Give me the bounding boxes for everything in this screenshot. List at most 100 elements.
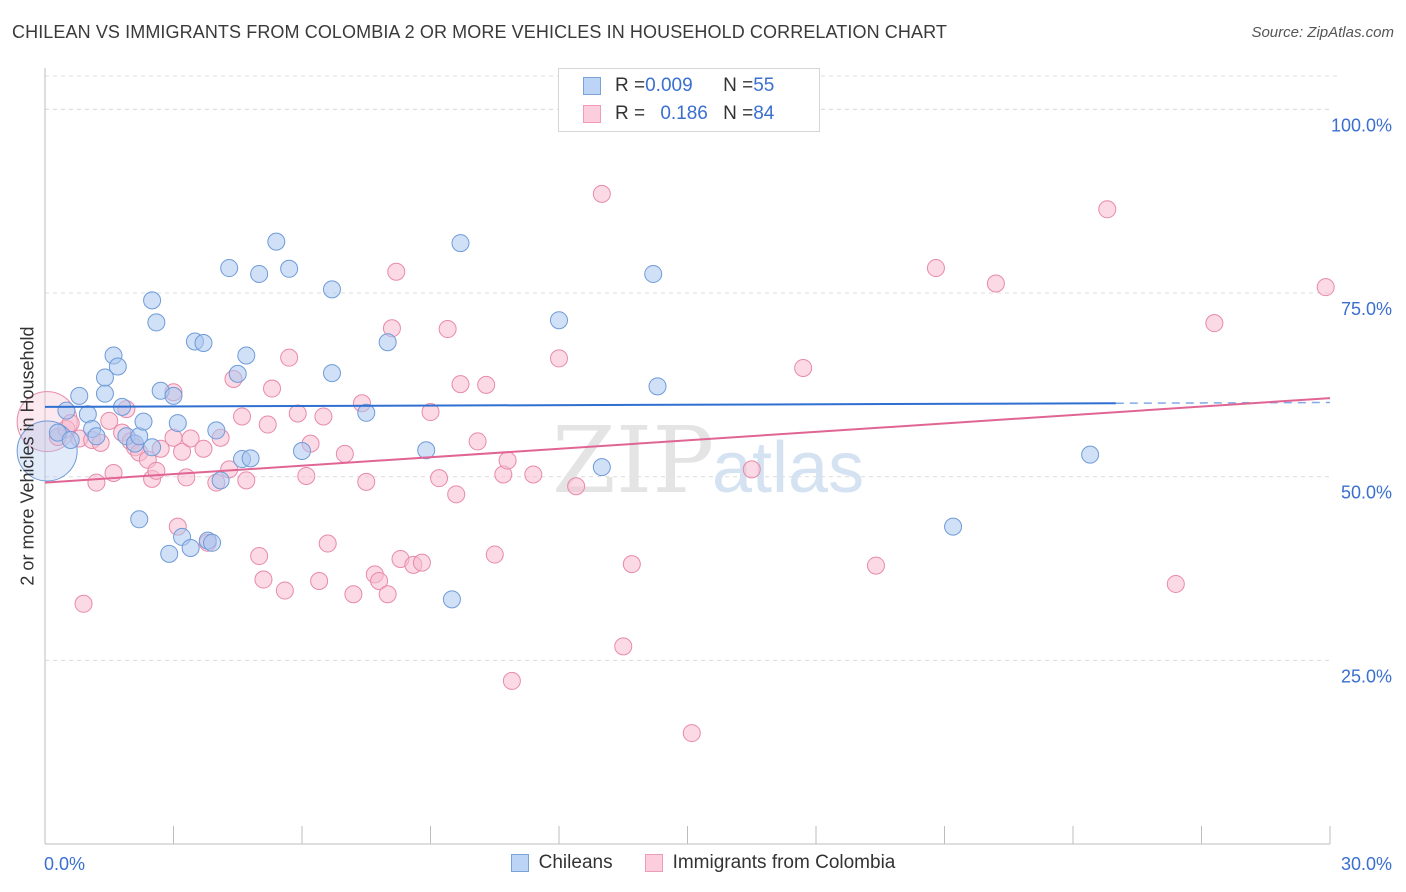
colombia-point (177, 468, 196, 487)
watermark-zip: ZIP (552, 407, 714, 514)
colombia-point (682, 724, 701, 743)
colombia-trend-line (44, 397, 1331, 484)
colombia-point (622, 555, 641, 574)
chileans-point (160, 544, 179, 563)
colombia-point (485, 545, 504, 564)
chileans-point (357, 403, 376, 422)
colombia-point (438, 320, 457, 339)
y-tick-labels: 25.0% 50.0% 75.0% 100.0% (1331, 115, 1392, 686)
colombia-point (173, 442, 192, 461)
colombia-point (1166, 574, 1185, 593)
n-label: N = (723, 103, 754, 124)
chileans-points (16, 232, 1100, 609)
colombia-point (430, 469, 449, 488)
n-value: 84 (753, 103, 775, 124)
stats-box: R = 0.009 N = 55 R = 0.186 N = 84 (558, 68, 820, 132)
y-tick-label: 50.0% (1341, 483, 1392, 503)
colombia-point (87, 473, 106, 492)
colombia-point (297, 466, 316, 485)
colombia-point (181, 429, 200, 448)
chileans-point (207, 421, 226, 440)
chileans-point (944, 517, 963, 536)
r-value: 0.009 (645, 75, 693, 96)
chileans-point (293, 441, 311, 460)
colombia-point (502, 671, 521, 690)
colombia-point (254, 570, 273, 589)
colombia-point (447, 485, 466, 504)
colombia-point (258, 415, 277, 434)
chileans-point (130, 510, 149, 529)
colombia-point (74, 594, 93, 613)
chileans-point (95, 384, 114, 403)
colombia-point (794, 358, 813, 377)
source-label: Source: ZipAtlas.com (1251, 24, 1394, 41)
legend-item-colombia[interactable]: Immigrants from Colombia (644, 852, 896, 874)
colombia-point (275, 581, 294, 600)
colombia-point (451, 375, 470, 394)
chileans-trend-extension (1115, 401, 1331, 404)
colombia-point (344, 585, 363, 604)
stats-row-colombia: R = 0.186 N = 84 (583, 101, 774, 127)
chileans-point (267, 232, 286, 251)
r-value: 0.186 (660, 103, 708, 124)
axes (44, 68, 1331, 845)
chileans-point (87, 427, 106, 446)
chileans-swatch (583, 77, 601, 95)
colombia-point (263, 379, 282, 398)
colombia-point (567, 477, 586, 496)
legend-label-colombia: Immigrants from Colombia (672, 852, 896, 873)
chileans-point (108, 357, 127, 376)
legend: Chileans Immigrants from Colombia (0, 852, 1406, 874)
colombia-point (1205, 314, 1224, 333)
colombia-point (387, 262, 406, 281)
chileans-point (143, 291, 162, 310)
chileans-point (237, 346, 256, 365)
colombia-point (100, 411, 119, 430)
colombia-point (524, 465, 543, 484)
colombia-point (468, 432, 487, 451)
trend-lines (44, 397, 1331, 484)
chart-title: CHILEAN VS IMMIGRANTS FROM COLOMBIA 2 OR… (12, 22, 947, 42)
chileans-point (451, 234, 470, 253)
x-tick-label: 30.0% (1341, 854, 1392, 874)
colombia-point (250, 547, 269, 566)
chileans-point (143, 438, 162, 457)
colombia-point (1098, 200, 1117, 219)
chileans-point (134, 412, 153, 431)
chileans-point (280, 259, 299, 278)
chileans-point (61, 430, 80, 449)
r-label: R = (615, 75, 646, 96)
y-tick-label: 25.0% (1341, 666, 1392, 686)
colombia-point (498, 451, 517, 470)
colombia-point (335, 444, 354, 463)
colombia-point (357, 472, 376, 491)
chileans-point (1081, 445, 1100, 464)
chileans-point (442, 590, 461, 609)
chileans-point (168, 414, 187, 433)
colombia-points (16, 184, 1335, 743)
chileans-point (164, 386, 183, 405)
colombia-point (280, 348, 299, 367)
legend-item-chileans[interactable]: Chileans (510, 852, 613, 874)
colombia-point (550, 349, 568, 368)
y-axis-label: 2 or more Vehicles in Household (17, 326, 38, 586)
chileans-point (211, 471, 230, 490)
x-tick-labels: 0.0% 30.0% (44, 854, 1392, 874)
colombia-point (370, 572, 389, 591)
chileans-point (322, 280, 341, 299)
chileans-point (57, 401, 76, 420)
y-tick-label: 75.0% (1341, 299, 1392, 319)
watermark: ZIP atlas (552, 407, 864, 514)
chileans-point (592, 458, 611, 477)
colombia-point (237, 471, 256, 490)
chileans-point (322, 364, 341, 383)
n-value: 55 (753, 75, 775, 96)
colombia-point (233, 407, 252, 426)
colombia-point (378, 585, 397, 604)
chileans-point (220, 259, 239, 278)
chileans-legend-swatch (510, 854, 529, 872)
colombia-point (421, 403, 440, 422)
r-label: R = (615, 103, 646, 124)
y-tick-label: 100.0% (1331, 115, 1392, 135)
